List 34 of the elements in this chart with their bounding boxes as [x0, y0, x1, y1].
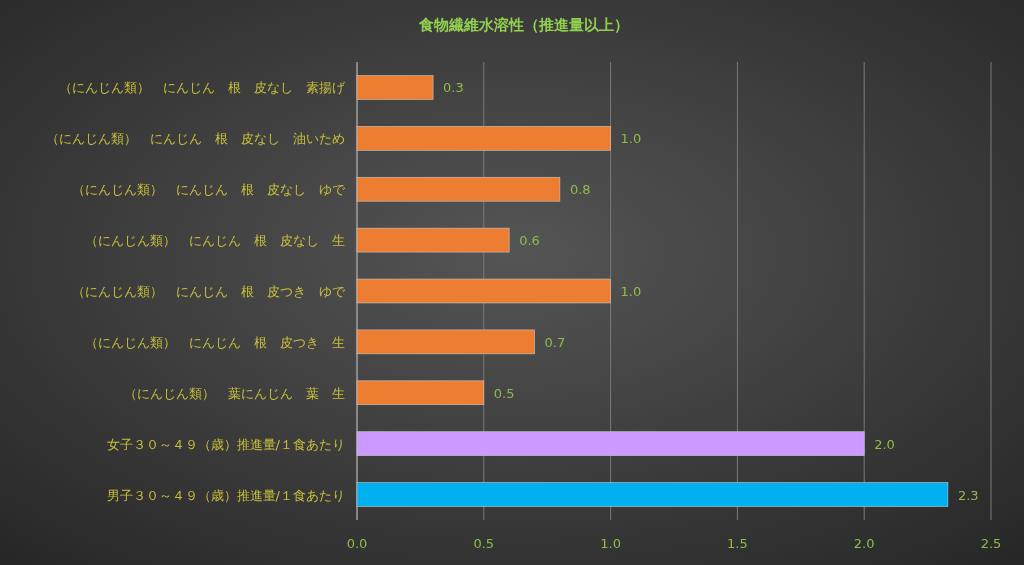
y-tick-label: 男子３０～４９（歳）推進量/１食あたり	[106, 487, 345, 503]
bar	[356, 75, 434, 100]
bar	[356, 431, 865, 456]
bar	[356, 482, 949, 507]
data-label: 0.5	[493, 385, 515, 401]
bar	[356, 126, 611, 151]
y-tick-label: （にんじん類） にんじん 根 皮つき 生	[85, 334, 345, 350]
y-tick-label: （にんじん類） にんじん 根 皮なし 油いため	[46, 131, 345, 147]
y-tick-label: （にんじん類） 葉にんじん 葉 生	[124, 385, 345, 401]
x-tick-label: 0.5	[473, 536, 495, 551]
x-tick-label: 2.0	[853, 536, 875, 551]
chart-title: 食物繊維水溶性（推進量以上）	[418, 16, 629, 34]
x-tick-label: 2.5	[980, 536, 1002, 551]
data-label: 0.6	[519, 233, 540, 249]
y-tick-label: （にんじん類） にんじん 根 皮つき ゆで	[72, 284, 346, 299]
data-label: 0.8	[569, 182, 591, 198]
y-tick-label: 女子３０～４９（歳）推進量/１食あたり	[106, 436, 345, 452]
data-label: 1.0	[620, 284, 642, 299]
data-label: 0.7	[544, 334, 566, 350]
data-label: 0.3	[443, 80, 464, 96]
bar	[356, 176, 561, 202]
x-tick-label: 1.5	[727, 536, 748, 551]
y-tick-label: （にんじん類） にんじん 根 皮なし ゆで	[72, 182, 346, 198]
data-label: 2.3	[957, 487, 979, 503]
bar	[356, 278, 611, 304]
y-tick-label: （にんじん類） にんじん 根 皮なし 素揚げ	[59, 80, 346, 96]
data-label: 1.0	[620, 131, 642, 147]
bar	[356, 329, 535, 355]
y-tick-label: （にんじん類） にんじん 根 皮なし 生	[85, 233, 345, 249]
data-label: 2.0	[874, 436, 895, 452]
bar	[356, 227, 510, 253]
bar	[356, 380, 485, 406]
x-tick-label: 1.0	[600, 536, 621, 551]
x-tick-label: 0.0	[346, 536, 368, 551]
